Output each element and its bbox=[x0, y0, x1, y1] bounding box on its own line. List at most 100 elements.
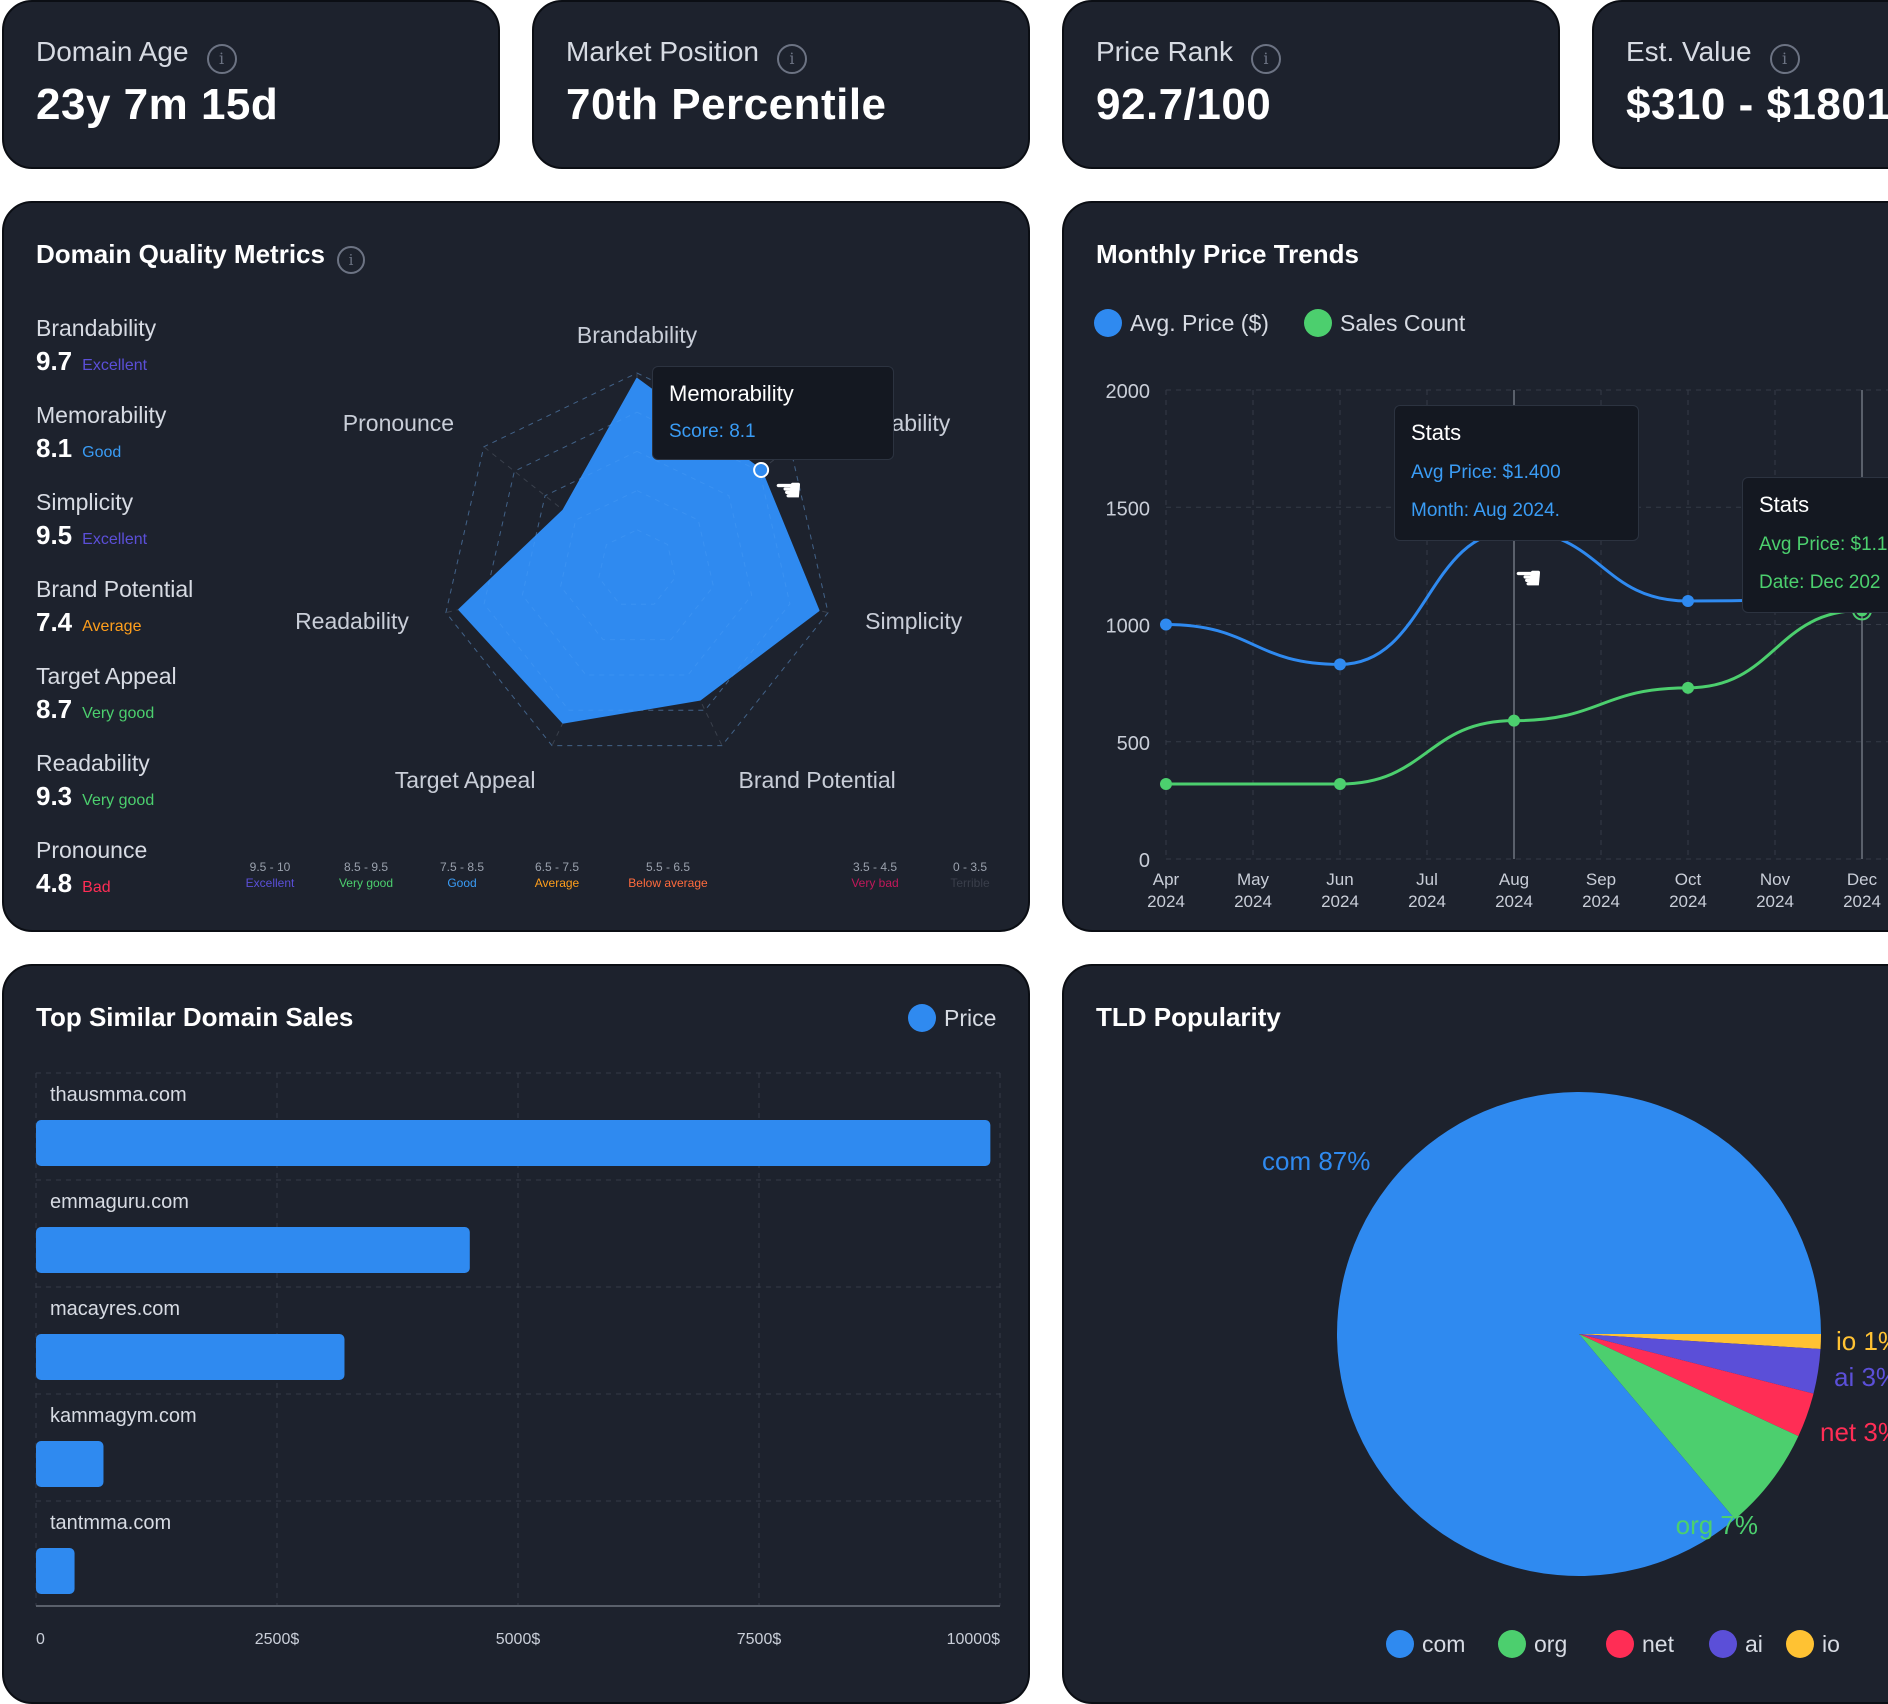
scale-label: Average bbox=[534, 876, 580, 890]
metric-item: Memorability 8.1 Good bbox=[36, 402, 166, 464]
legend-swatch bbox=[1498, 1630, 1526, 1658]
scale-range: 0 - 3.5 bbox=[952, 860, 988, 874]
radar-chart: Brandability Memorability Simplicity Brand … bbox=[295, 322, 963, 793]
y-tick-label: 500 bbox=[1117, 733, 1150, 755]
x-tick-label: May bbox=[1237, 870, 1270, 889]
pie-slice-label: net 3% bbox=[1820, 1417, 1888, 1447]
legend-price[interactable]: Price bbox=[908, 1004, 996, 1032]
legend-label: io bbox=[1822, 1631, 1840, 1657]
legend-com[interactable]: com bbox=[1386, 1630, 1465, 1658]
line-chart: 0 500 1000 1500 2000 Apr 2024 May 2024 Jun 2024 Jul… bbox=[1106, 381, 1888, 911]
legend-swatch bbox=[1606, 1630, 1634, 1658]
bar bbox=[36, 1120, 991, 1166]
legend-label: Sales Count bbox=[1340, 310, 1466, 336]
scale-label: Very good bbox=[338, 876, 394, 890]
y-tick-label: 1500 bbox=[1106, 498, 1151, 520]
quality-title: Domain Quality Metrics bbox=[36, 239, 325, 269]
scale-label: Very bad bbox=[851, 876, 899, 890]
metric-score: 9.3 bbox=[36, 781, 73, 811]
radar-axis-label: Brand Potential bbox=[739, 767, 896, 793]
radar-grid-overlay bbox=[483, 411, 791, 711]
scale-range: 9.5 - 10 bbox=[249, 860, 291, 874]
bar-label: macayres.com bbox=[50, 1298, 180, 1320]
bar bbox=[36, 1548, 75, 1594]
y-tick-label: 0 bbox=[1139, 850, 1150, 872]
legend-label: Avg. Price ($) bbox=[1130, 310, 1269, 336]
info-icon[interactable]: i bbox=[776, 44, 807, 74]
tld-card: TLD Popularity com 87% org 7% net 3% ai 3% i… bbox=[1062, 964, 1888, 1704]
x-tick-label: 2024 bbox=[1495, 892, 1533, 911]
scale-item: 7.5 - 8.5 Good bbox=[402, 860, 522, 890]
metric-value: 8.1 Good bbox=[36, 433, 166, 464]
legend-ai[interactable]: ai bbox=[1709, 1630, 1763, 1658]
stat-card-domain-age: Domain Age i 23y 7m 15d bbox=[2, 0, 500, 169]
pie-slice bbox=[1579, 1334, 1814, 1437]
info-icon[interactable]: i bbox=[1769, 44, 1800, 74]
stat-label: Domain Age bbox=[36, 36, 189, 67]
metric-rating: Average bbox=[82, 618, 142, 635]
metric-value: 7.4 Average bbox=[36, 607, 193, 638]
stat-label: Market Position bbox=[566, 36, 759, 67]
pie-slice-label: org 7% bbox=[1676, 1510, 1758, 1540]
metric-value: 9.7 Excellent bbox=[36, 346, 156, 377]
scale-label: Good bbox=[447, 876, 477, 890]
x-tick-label: 10000$ bbox=[947, 1631, 1000, 1648]
info-icon[interactable]: i bbox=[206, 44, 237, 74]
info-icon[interactable]: i bbox=[336, 246, 365, 274]
pie-slice-label: com 87% bbox=[1262, 1146, 1370, 1176]
legend-net[interactable]: net bbox=[1606, 1630, 1674, 1658]
x-tick-label: Nov bbox=[1760, 870, 1791, 889]
legend-swatch bbox=[1709, 1630, 1737, 1658]
metric-name: Readability bbox=[36, 750, 150, 776]
x-tick-label: Jun bbox=[1326, 870, 1353, 889]
legend-avg-price[interactable]: Avg. Price ($) bbox=[1094, 309, 1269, 337]
tooltip-line: Date: Dec 202 bbox=[1759, 572, 1881, 593]
radar-grid-overlay bbox=[445, 372, 829, 747]
x-tick-label: 2024 bbox=[1843, 892, 1881, 911]
stat-label: Est. Value bbox=[1626, 36, 1752, 67]
similar-sales-card: Top Similar Domain Sales Price 0 2500$ 500… bbox=[2, 964, 1030, 1704]
x-tick-label: 5000$ bbox=[496, 1631, 541, 1648]
scale-range: 6.5 - 7.5 bbox=[534, 860, 580, 874]
bar-label: tantmma.com bbox=[50, 1512, 171, 1534]
x-tick-label: Oct bbox=[1675, 870, 1702, 889]
pie-chart: com 87% org 7% net 3% ai 3% io 1% bbox=[1262, 1092, 1888, 1577]
x-tick-label: Aug bbox=[1499, 870, 1529, 889]
radar-point-memorability bbox=[753, 462, 770, 479]
scale-item: 0 - 3.5 Terrible bbox=[910, 860, 1028, 890]
legend-label: ai bbox=[1745, 1631, 1763, 1657]
radar-axis-label: Simplicity bbox=[865, 608, 963, 634]
radar-grid-ring bbox=[483, 411, 791, 711]
x-tick-label: 2500$ bbox=[255, 1631, 300, 1648]
metric-score: 9.7 bbox=[36, 346, 73, 376]
hand-cursor-icon: ☚ bbox=[774, 472, 803, 508]
bar-chart: 0 2500$ 5000$ 7500$ 10000$ thausmma.com emmagu… bbox=[35, 1072, 1001, 1648]
metric-item: Pronounce 4.8 Bad bbox=[36, 837, 147, 899]
legend-swatch bbox=[1386, 1630, 1414, 1658]
info-icon[interactable]: i bbox=[1250, 44, 1281, 74]
scale-label: Below average bbox=[628, 876, 708, 890]
scale-range: 5.5 - 6.5 bbox=[645, 860, 691, 874]
radar-area bbox=[458, 377, 820, 724]
scale-item: 3.5 - 4.5 Very bad bbox=[815, 860, 935, 890]
metric-score: 9.5 bbox=[36, 520, 73, 550]
legend-org[interactable]: org bbox=[1498, 1630, 1567, 1658]
y-tick-label: 1000 bbox=[1106, 616, 1151, 638]
scale-range: 8.5 - 9.5 bbox=[343, 860, 389, 874]
tooltip-line: Avg Price: $1.400 bbox=[1411, 462, 1561, 483]
pie-slice bbox=[1579, 1334, 1799, 1520]
x-tick-label: 2024 bbox=[1582, 892, 1620, 911]
metric-rating: Very good bbox=[82, 792, 155, 809]
metric-name: Pronounce bbox=[36, 837, 148, 863]
metric-score: 4.8 bbox=[36, 868, 73, 898]
stat-value: $310 - $1801. bbox=[1626, 80, 1888, 129]
radar-axis-label: Target Appeal bbox=[395, 767, 536, 793]
metric-item: Brandability 9.7 Excellent bbox=[36, 315, 156, 377]
legend-sales-count[interactable]: Sales Count bbox=[1304, 309, 1465, 337]
series-point bbox=[1334, 658, 1346, 671]
x-tick-label: Jul bbox=[1416, 870, 1438, 889]
quality-metrics-card: Domain Quality Metrics i Brandability 9.7 E… bbox=[2, 201, 1030, 932]
radar-axis-label: Readability bbox=[295, 608, 409, 634]
y-tick-label: 2000 bbox=[1106, 381, 1151, 403]
legend-io[interactable]: io bbox=[1786, 1630, 1840, 1658]
